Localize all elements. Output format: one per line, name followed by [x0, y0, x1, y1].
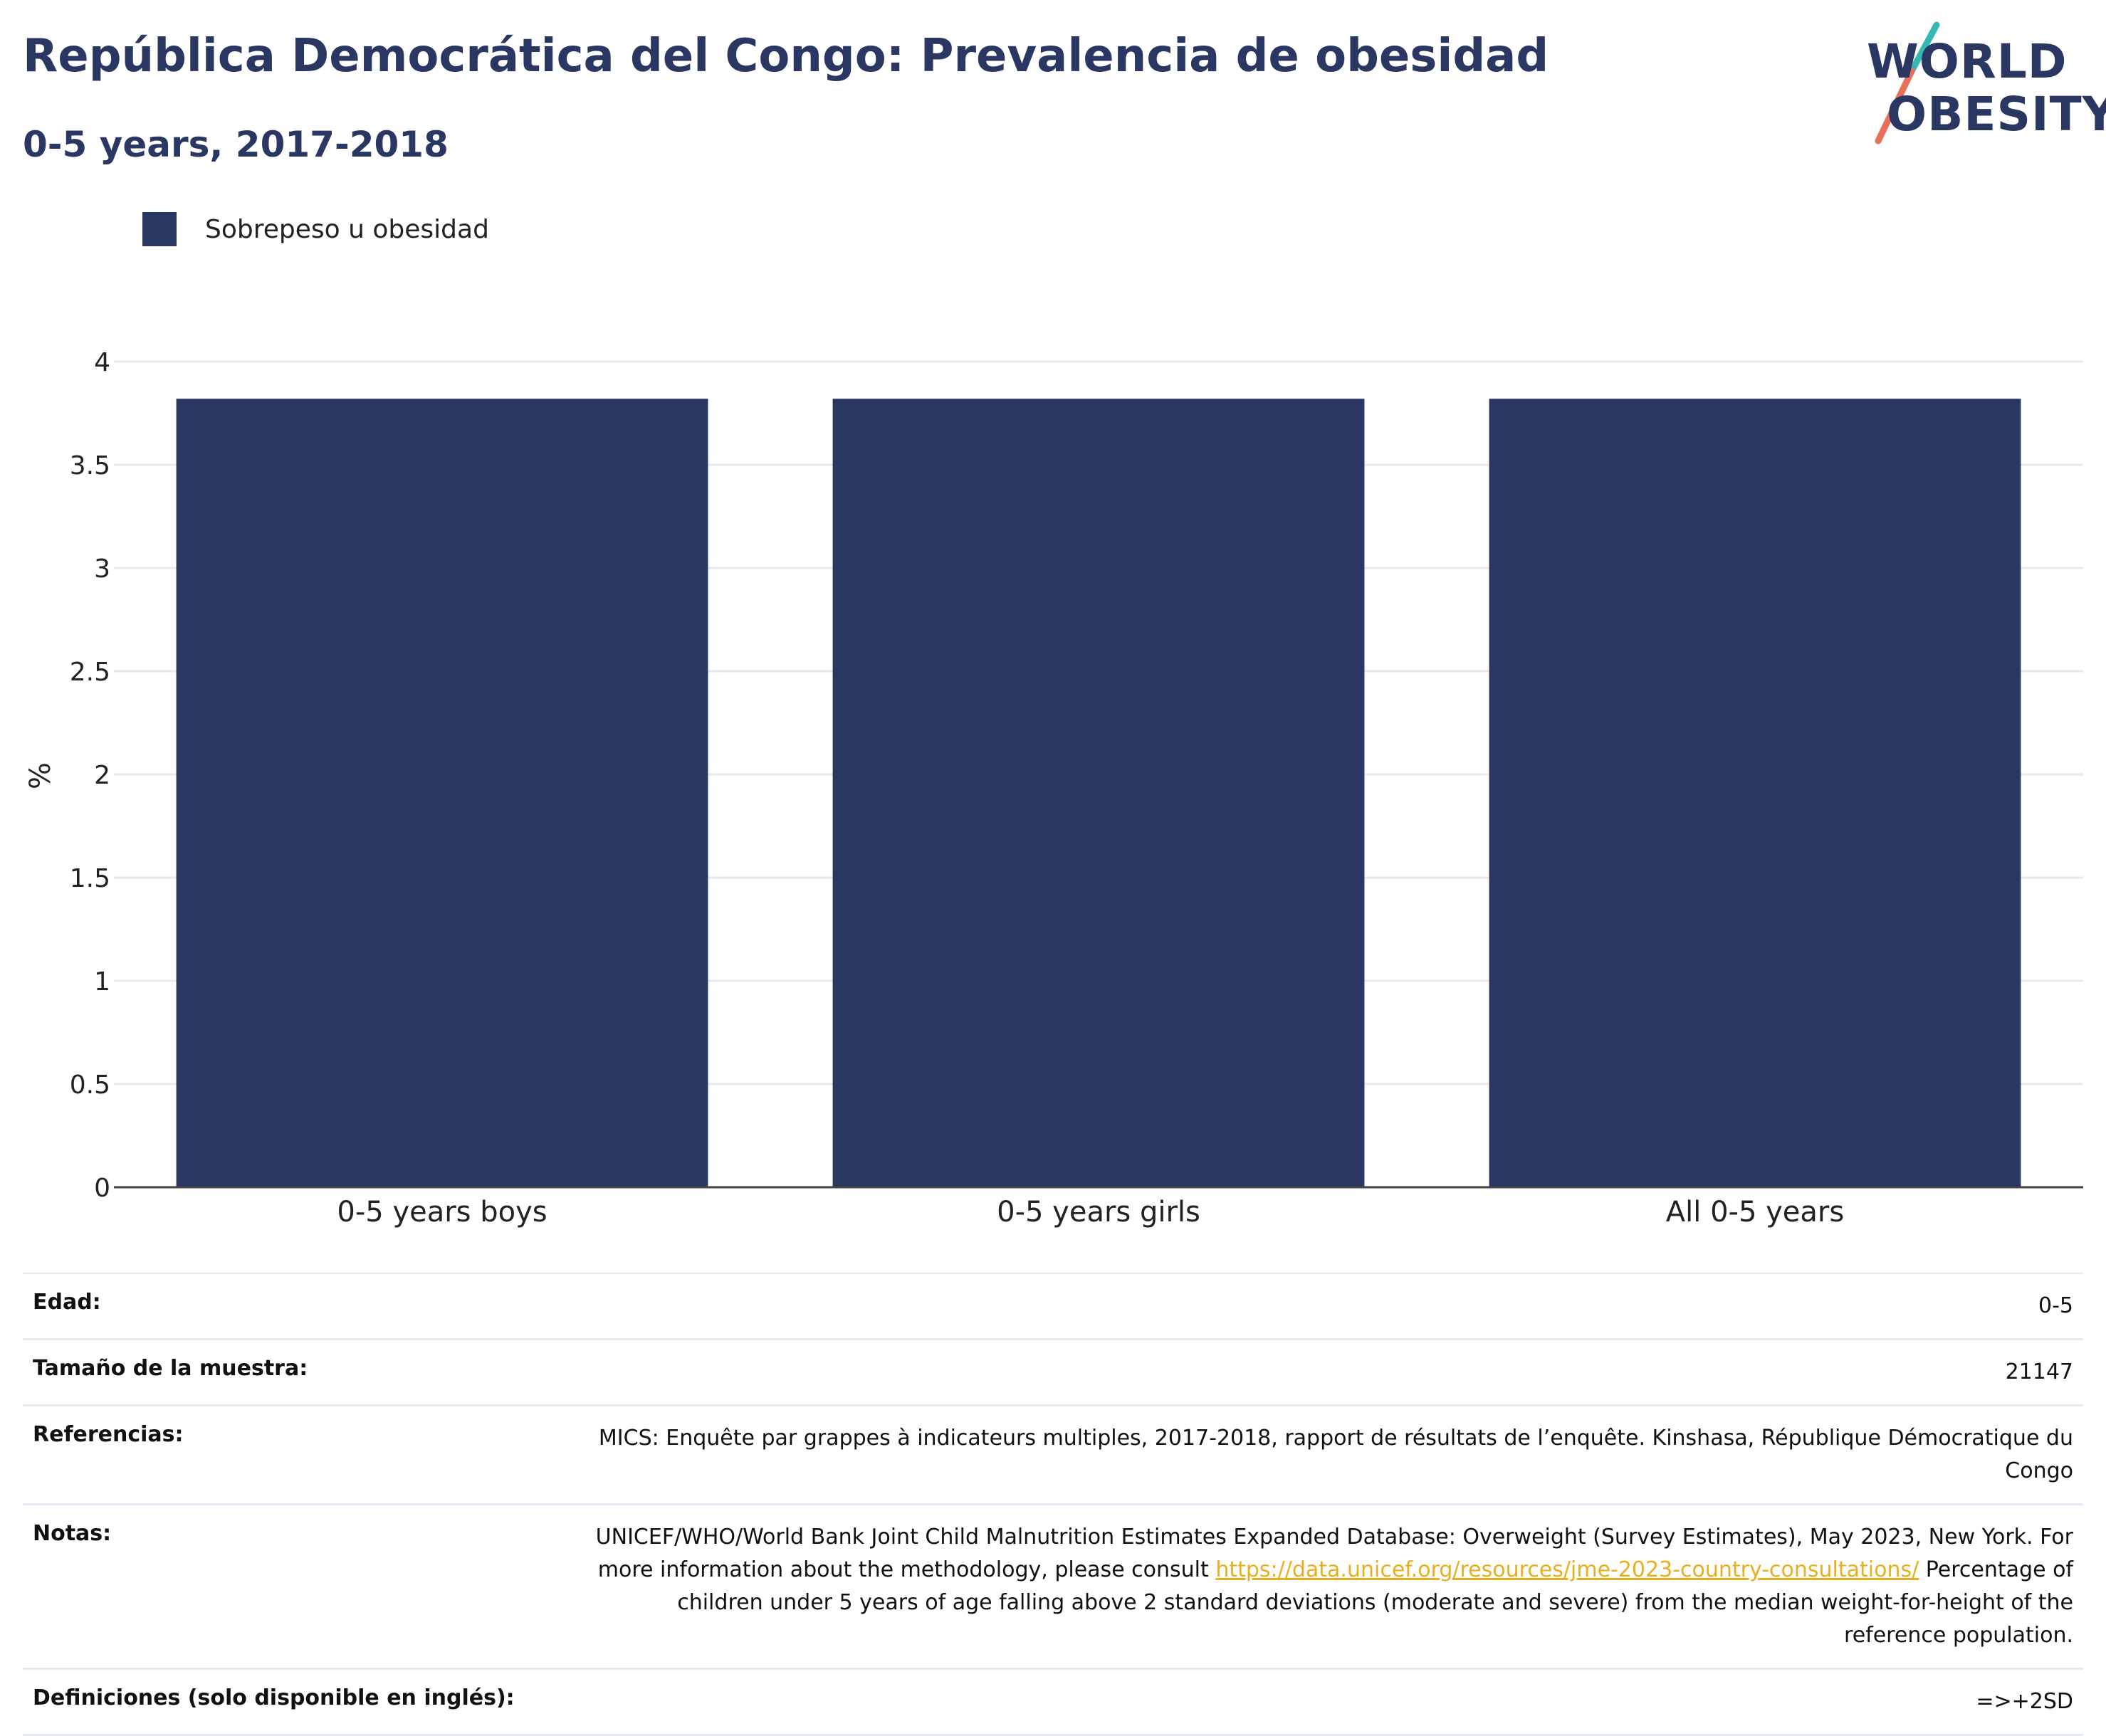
- x-tick-label: All 0-5 years: [1666, 1196, 1844, 1229]
- bar: [1489, 399, 2021, 1188]
- info-table: Edad: 0-5 Tamaño de la muestra: 21147 Re…: [23, 1273, 2083, 1736]
- notes-text-after-link: Percentage of children under 5 years of …: [677, 1557, 2073, 1648]
- info-label-age: Edad:: [33, 1290, 101, 1315]
- y-tick-label: 3.5: [70, 451, 110, 480]
- y-tick-label: 2: [94, 761, 110, 790]
- logo-slash-icon: [1875, 21, 1940, 144]
- x-tick-label: 0-5 years girls: [997, 1196, 1200, 1229]
- info-row-sample-size: Tamaño de la muestra: 21147: [23, 1340, 2083, 1406]
- y-tick-label: 1: [94, 967, 110, 996]
- world-obesity-logo: WORLD OBESITY: [1858, 21, 2106, 149]
- info-row-references: Referencias: MICS: Enquête par grappes à…: [23, 1406, 2083, 1505]
- bar-chart: 0 0.5 1 1.5 2 2.5 3 3.5 4 0-5 years boys 0-5 years…: [24, 348, 2083, 1229]
- legend[interactable]: Sobrepeso u obesidad: [142, 211, 489, 248]
- info-value-notes: UNICEF/WHO/World Bank Joint Child Malnut…: [592, 1521, 2073, 1652]
- logo-text-obesity: OBESITY: [1887, 87, 2106, 142]
- bar: [176, 399, 708, 1188]
- axes: 0 0.5 1 1.5 2 2.5 3 3.5 4 0-5 years boys 0-5 years…: [70, 348, 2083, 1229]
- info-row-definitions: Definiciones (solo disponible en inglés)…: [23, 1670, 2083, 1736]
- logo-text-world: WORLD: [1867, 34, 2068, 89]
- y-tick-label: 4: [94, 348, 110, 377]
- info-label-references: Referencias:: [33, 1422, 184, 1447]
- info-label-sample-size: Tamaño de la muestra:: [33, 1356, 308, 1381]
- info-label-notes: Notas:: [33, 1521, 112, 1546]
- notes-text-before-link: UNICEF/WHO/World Bank Joint Child Malnut…: [595, 1525, 2073, 1582]
- legend-swatch: [142, 212, 177, 246]
- methodology-link[interactable]: https://data.unicef.org/resources/jme-20…: [1215, 1557, 1919, 1582]
- y-tick-label: 2.5: [70, 658, 110, 687]
- y-tick-label: 3: [94, 554, 110, 584]
- y-tick-label: 0.5: [70, 1070, 110, 1100]
- info-label-definitions: Definiciones (solo disponible en inglés)…: [33, 1685, 515, 1710]
- y-axis-label: %: [24, 762, 57, 789]
- info-value-references: MICS: Enquête par grappes à indicateurs …: [598, 1426, 2073, 1483]
- chart-subtitle: 0-5 years, 2017-2018: [23, 124, 449, 165]
- info-value-age: 0-5: [2038, 1293, 2073, 1318]
- y-tick-label: 0: [94, 1174, 110, 1203]
- chart-title: República Democrática del Congo: Prevale…: [23, 30, 1549, 83]
- bars: [176, 399, 2021, 1188]
- info-row-age: Edad: 0-5: [23, 1274, 2083, 1340]
- legend-label: Sobrepeso u obesidad: [205, 214, 489, 244]
- info-value-sample-size: 21147: [2005, 1359, 2073, 1384]
- bar: [832, 399, 1365, 1188]
- y-tick-label: 1.5: [70, 864, 110, 893]
- x-tick-label: 0-5 years boys: [337, 1196, 547, 1229]
- info-value-definitions: =>+2SD: [1976, 1689, 2073, 1714]
- info-row-notes: Notas: UNICEF/WHO/World Bank Joint Child…: [23, 1505, 2083, 1670]
